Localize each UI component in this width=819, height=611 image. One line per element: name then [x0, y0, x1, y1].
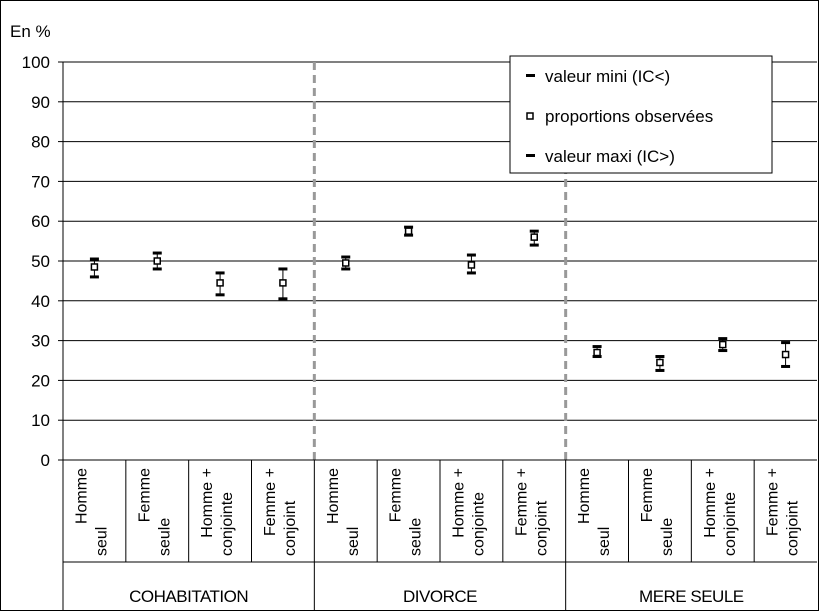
category-label-line2: conjoint — [282, 500, 299, 556]
group-labels: COHABITATION DIVORCE MERE SEULE — [129, 587, 744, 606]
max-marker — [215, 271, 225, 275]
observed-marker — [404, 227, 413, 235]
max-marker — [278, 267, 288, 271]
category-label-line1: Femme — [388, 468, 405, 522]
max-marker — [781, 341, 791, 345]
min-marker — [466, 271, 476, 275]
gridlines — [63, 61, 817, 421]
min-marker — [278, 297, 288, 301]
observed-marker — [467, 261, 476, 269]
observed-marker — [279, 279, 287, 287]
category-label-line2: conjointe — [219, 492, 236, 556]
category-label-line2: conjoint — [785, 500, 802, 556]
min-marker — [592, 355, 602, 359]
legend-obs-label: proportions observées — [545, 107, 713, 126]
y-tick-label: 60 — [31, 212, 50, 231]
category-label-line1: Homme + — [450, 468, 467, 538]
category-label-line1: Homme + — [702, 468, 719, 538]
observed-marker — [90, 263, 99, 271]
max-marker — [529, 229, 539, 233]
group-label: MERE SEULE — [639, 587, 744, 606]
group-label: DIVORCE — [403, 587, 477, 606]
legend-max-label: valeur maxi (IC>) — [545, 147, 675, 166]
min-marker — [655, 368, 665, 372]
category-label-line2: seul — [596, 527, 613, 556]
observed-marker — [530, 233, 538, 241]
y-tick-label: 90 — [31, 93, 50, 112]
category-label-line2: seule — [408, 518, 425, 556]
legend-obs-marker — [526, 112, 534, 120]
category-label-line1: Homme + — [199, 468, 216, 538]
y-tick-label: 30 — [31, 332, 50, 351]
category-label-line1: Femme + — [765, 468, 782, 536]
legend-max-marker — [526, 154, 535, 157]
category-label-line1: Homme — [325, 468, 342, 524]
y-tick-label: 50 — [31, 252, 50, 271]
max-marker — [341, 255, 351, 259]
max-marker — [466, 253, 476, 257]
category-label-line1: Femme — [639, 468, 656, 522]
legend: valeur mini (IC<) proportions observées … — [509, 55, 773, 174]
y-axis-label: En % — [10, 22, 51, 41]
category-label-line2: seul — [93, 527, 110, 556]
category-label-line1: Femme — [136, 468, 153, 522]
observed-marker — [342, 259, 350, 267]
group-label: COHABITATION — [129, 587, 248, 606]
y-tick-label: 80 — [31, 133, 50, 152]
category-label-line2: seule — [156, 518, 173, 556]
category-label-line2: conjoint — [533, 500, 550, 556]
category-label-line2: seul — [345, 527, 362, 556]
observed-marker — [656, 358, 664, 367]
min-marker — [404, 233, 414, 237]
max-marker — [592, 345, 602, 349]
data-marks — [89, 225, 791, 372]
category-label-line2: conjointe — [722, 492, 739, 556]
axes — [58, 61, 817, 611]
category-label-line1: Femme + — [513, 468, 530, 536]
max-marker — [718, 337, 728, 341]
min-marker — [781, 364, 791, 368]
category-label-line1: Homme — [73, 468, 90, 524]
min-marker — [89, 275, 99, 279]
max-marker — [655, 355, 665, 359]
category-label-line2: seule — [659, 518, 676, 556]
max-marker — [152, 251, 162, 255]
min-marker — [215, 293, 225, 297]
legend-min-marker — [526, 74, 535, 77]
y-tick-label: 100 — [22, 53, 50, 72]
y-tick-label: 20 — [31, 371, 50, 390]
legend-box — [509, 55, 773, 174]
min-marker — [341, 267, 351, 271]
observed-marker — [719, 340, 727, 349]
y-tick-label: 0 — [41, 451, 50, 470]
y-tick-label: 10 — [31, 411, 50, 430]
y-tick-labels: 0 10 20 30 40 50 60 70 80 90 100 — [22, 53, 50, 470]
observed-marker — [153, 257, 161, 265]
category-label-line1: Homme — [576, 468, 593, 524]
legend-min-label: valeur mini (IC<) — [545, 67, 670, 86]
y-tick-label: 70 — [31, 172, 50, 191]
category-label-line1: Femme + — [262, 468, 279, 536]
min-marker — [529, 243, 539, 247]
observed-marker — [781, 350, 790, 359]
observed-marker — [216, 279, 224, 287]
observed-marker — [593, 348, 601, 357]
category-label-line2: conjointe — [470, 492, 487, 556]
max-marker — [89, 257, 99, 261]
min-marker — [718, 349, 728, 353]
y-tick-label: 40 — [31, 292, 50, 311]
max-marker — [404, 225, 414, 229]
min-marker — [152, 267, 162, 271]
